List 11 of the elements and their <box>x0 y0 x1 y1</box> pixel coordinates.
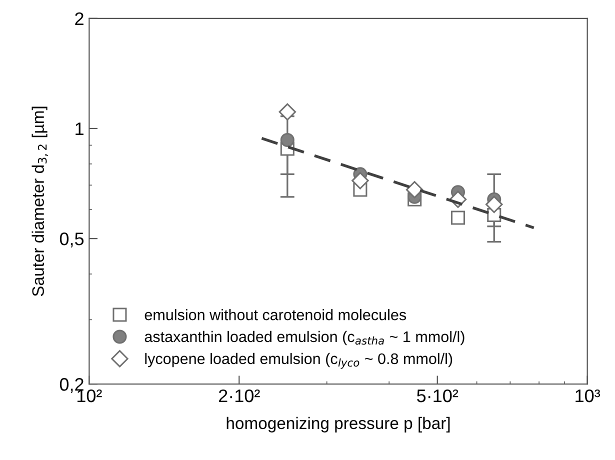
x-axis-title: homogenizing pressure p [bar] <box>226 416 450 432</box>
legend-label: astaxanthin loaded emulsion (c$_{astha}$ ~ 1 mmol/l) <box>144 330 464 346</box>
x-tick-label: 5·10² <box>417 389 458 402</box>
y-tick-label: 2 <box>75 12 84 25</box>
x-tick-label: 10³ <box>576 389 600 402</box>
y-tick-label: 1 <box>76 122 84 136</box>
x-tick-label: 2·10² <box>218 389 260 402</box>
y-tick-label: 0,5 <box>60 232 84 248</box>
legend-label: emulsion without carotenoid molecules <box>144 309 406 320</box>
y-axis-title: Sauter diameter d$_{3,2}$ [µm] <box>32 106 48 296</box>
legend-label: lycopene loaded emulsion (c$_{lyco}$ ~ 0.8 mmol/l) <box>145 352 452 369</box>
